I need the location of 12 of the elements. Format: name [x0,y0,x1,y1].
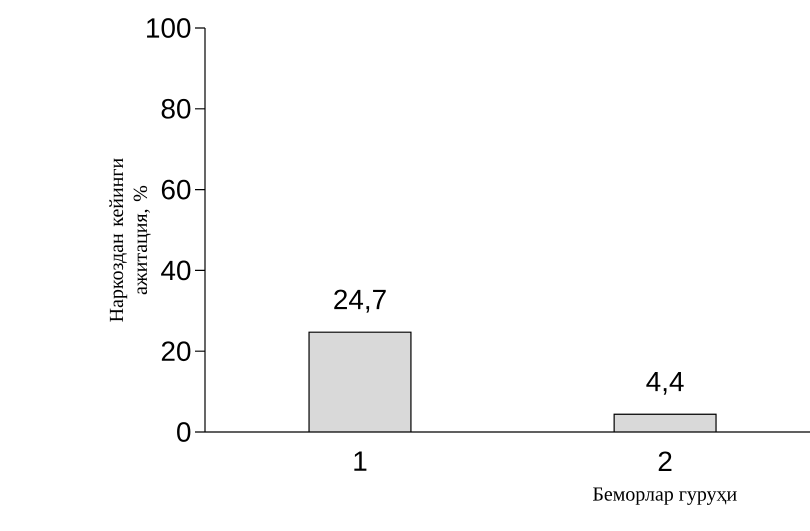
y-tick-label: 20 [162,341,190,362]
x-tick-label: 2 [658,452,672,471]
y-tick-label: 60 [162,180,190,200]
y-tick-label: 40 [161,260,190,280]
data-label: 4,4 [646,372,684,395]
y-tick-label: 80 [162,98,190,119]
y-axis-title: Наркоздан кейинги ажитация, % [109,158,151,322]
x-tick-label: 1 [354,452,366,471]
y-tick-label: 0 [177,422,190,442]
y-tick-label: 100 [147,18,190,38]
data-label: 24,7 [334,290,386,313]
x-axis-title: Беморлар гуруҳи [593,488,737,505]
